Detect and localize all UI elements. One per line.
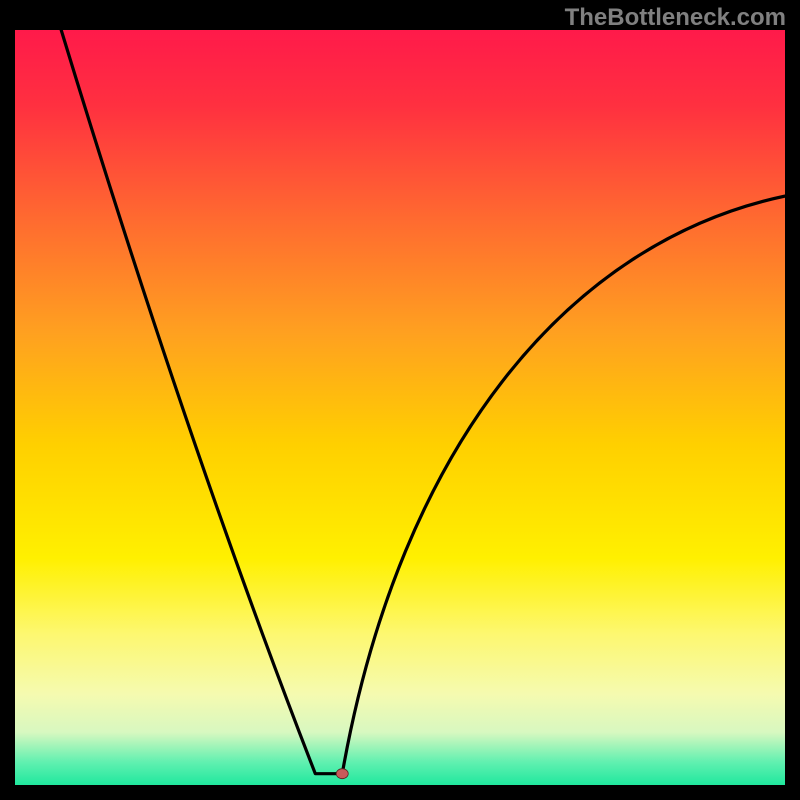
optimum-marker bbox=[336, 769, 348, 779]
chart-plot bbox=[15, 30, 785, 785]
watermark-text: TheBottleneck.com bbox=[565, 4, 786, 32]
chart-background bbox=[15, 30, 785, 785]
